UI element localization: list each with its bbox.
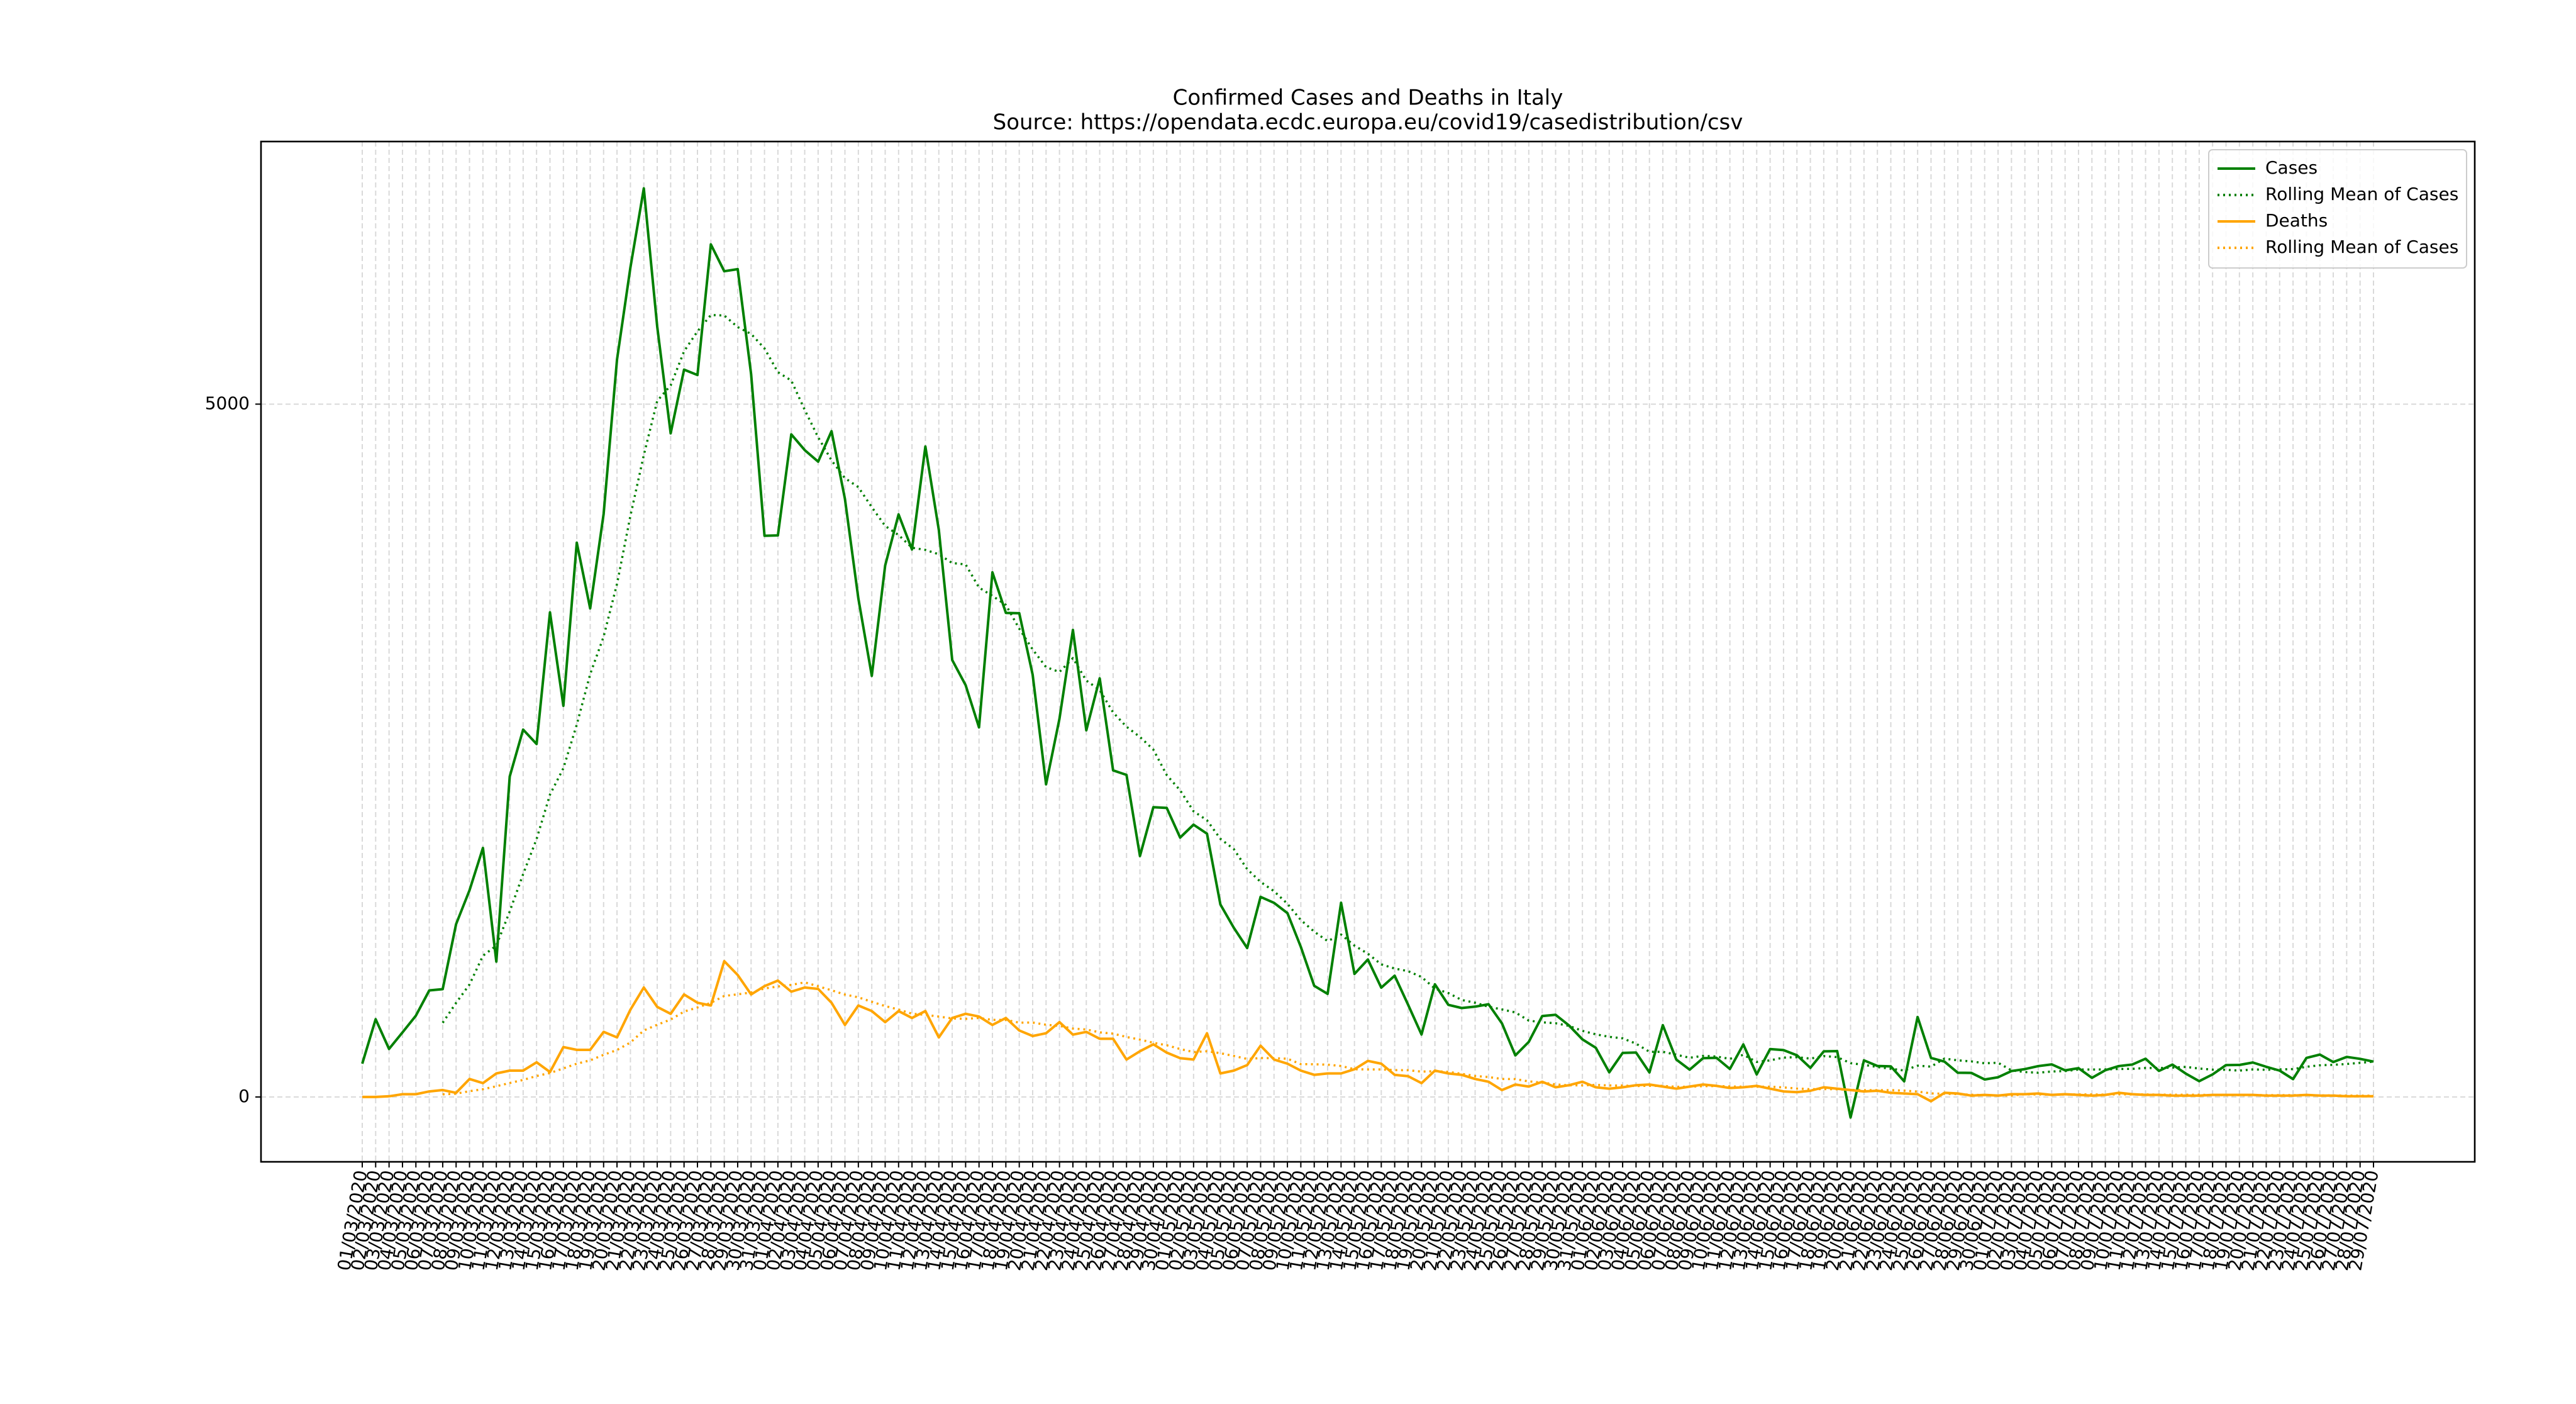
chart-title: Confirmed Cases and Deaths in Italy [1173,86,1563,111]
grid [261,142,2475,1162]
series-line [362,960,2373,1103]
plot-lines [361,187,2374,1119]
series-line [361,187,2374,1119]
legend-label: Deaths [2265,210,2328,231]
y-tick-label: 5000 [205,393,250,413]
y-tick-label: 0 [238,1086,250,1106]
chart-subtitle: Source: https://opendata.ecdc.europa.eu/… [993,110,1743,135]
legend-label: Rolling Mean of Cases [2265,184,2458,204]
legend-label: Rolling Mean of Cases [2265,237,2458,257]
series-line [442,981,2373,1097]
legend-label: Cases [2265,157,2318,178]
series-line [441,314,2374,1074]
legend: Cases Rolling Mean of Cases Deaths Rolling … [2208,149,2467,269]
legend-box [2208,149,2467,269]
axes: 0500001/03/202002/03/202003/03/202004/03… [205,393,2383,1272]
